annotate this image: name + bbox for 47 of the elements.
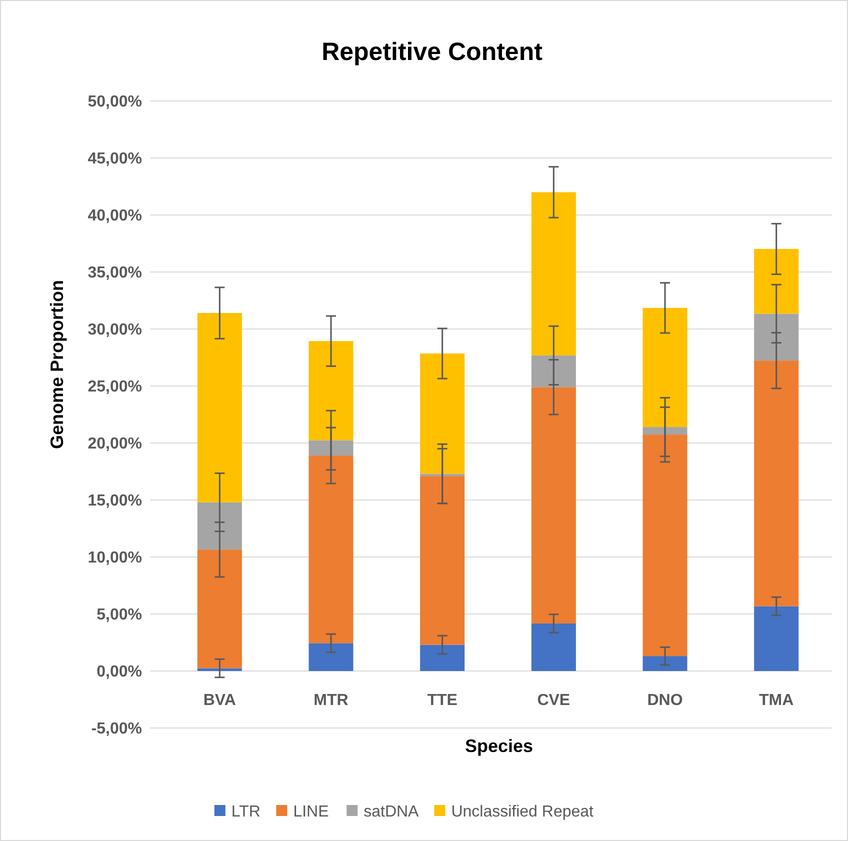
bar	[754, 248, 799, 314]
bar	[642, 434, 688, 656]
y-tick-label: 30,00%	[88, 322, 142, 339]
bar	[754, 606, 799, 671]
bar	[308, 643, 354, 671]
x-tick-label: TMA	[759, 692, 794, 709]
bar	[531, 623, 576, 671]
y-tick-label: 45,00%	[88, 150, 142, 168]
y-tick-label: 0,00%	[96, 664, 142, 681]
x-tick-label: DNO	[647, 692, 683, 709]
bar	[420, 476, 465, 645]
y-tick-label: -5,00%	[91, 720, 142, 738]
bar	[308, 456, 354, 644]
bar	[420, 644, 465, 671]
y-axis-title: Genome Proportion	[47, 280, 67, 450]
x-tick-label: MTR	[314, 692, 349, 709]
bar	[642, 308, 688, 428]
legend-label: LTR	[231, 804, 260, 821]
y-tick-label: 40,00%	[88, 208, 142, 225]
bar	[420, 354, 465, 474]
y-tick-label: 50,00%	[88, 94, 142, 111]
bar	[531, 355, 576, 388]
y-tick-label: 25,00%	[88, 378, 142, 396]
x-tick-label: TTE	[427, 692, 458, 709]
bar	[197, 313, 242, 502]
y-tick-label: 35,00%	[88, 264, 142, 282]
x-tick-label: CVE	[537, 692, 570, 709]
bar	[754, 314, 799, 361]
bar	[308, 341, 354, 440]
bar	[197, 502, 242, 550]
bar	[308, 440, 354, 456]
chart-title: Repetitive Content	[322, 38, 544, 66]
bar	[531, 192, 576, 356]
x-axis-title: Species	[464, 736, 534, 756]
y-tick-label: 15,00%	[88, 492, 142, 510]
y-tick-label: 20,00%	[88, 436, 142, 453]
legend-label: LINE	[293, 804, 329, 821]
bar	[197, 550, 242, 668]
y-tick-label: 10,00%	[88, 550, 142, 567]
legend-label: Unclassified Repeat	[451, 804, 594, 821]
y-tick-label: 5,00%	[96, 606, 142, 624]
bar	[754, 360, 799, 606]
bar	[642, 656, 688, 671]
x-tick-label: BVA	[203, 692, 236, 709]
bar	[642, 427, 688, 435]
legend-label: satDNA	[364, 804, 420, 821]
bar	[531, 387, 576, 624]
